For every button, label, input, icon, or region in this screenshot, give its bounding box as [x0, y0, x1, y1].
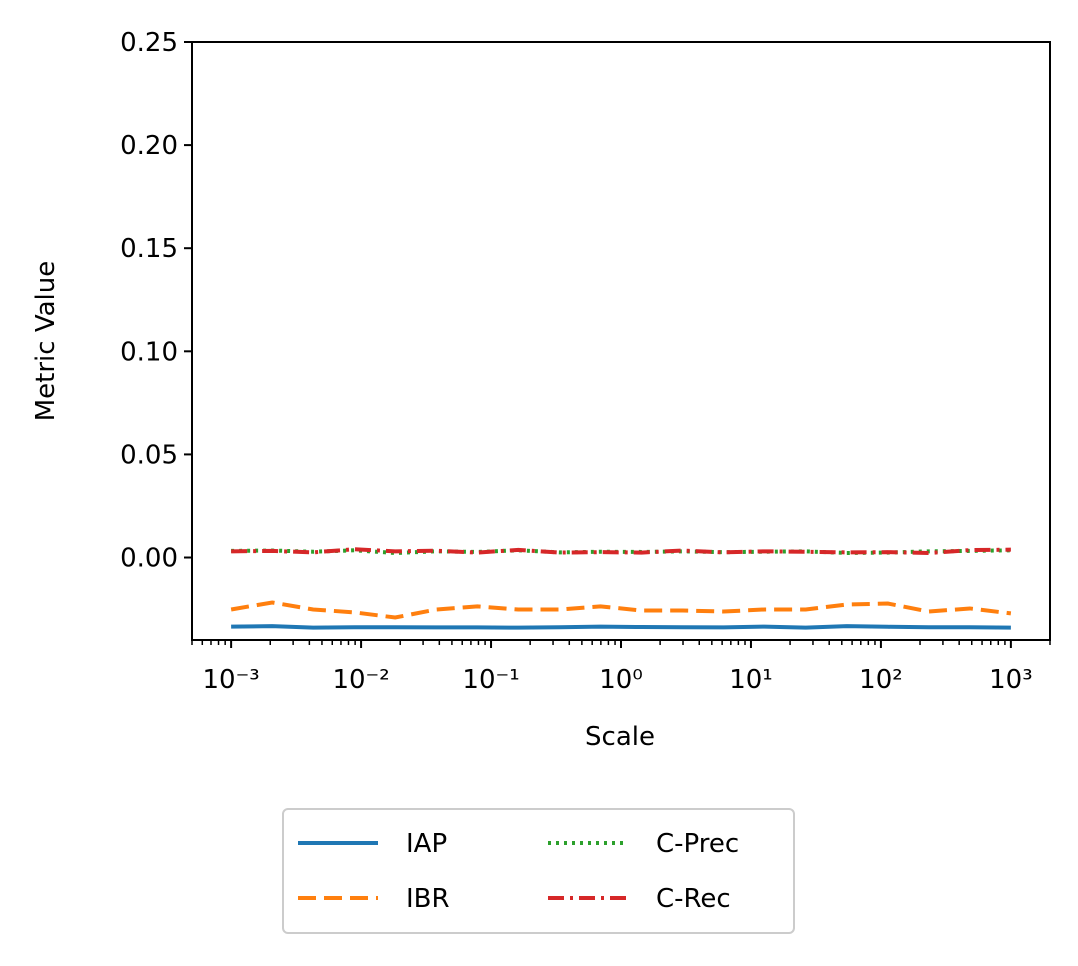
plot-frame: [191, 41, 1051, 641]
series-line: [231, 624, 1011, 630]
y-tick-label: 0.05: [120, 440, 178, 470]
y-tick-label: 0.00: [120, 544, 178, 574]
legend-label: C-Rec: [656, 884, 731, 914]
y-tick-label: 0.20: [120, 131, 178, 161]
x-axis-label: Scale: [585, 722, 655, 752]
x-tick-label: 10⁻²: [332, 665, 389, 695]
x-tick-label: 10⁰: [599, 665, 643, 695]
x-tick-label: 10³: [989, 665, 1033, 695]
legend-label: IBR: [406, 884, 450, 914]
x-tick-label: 10⁻³: [203, 665, 260, 695]
y-tick-label: 0.10: [120, 337, 178, 367]
series-line: [230, 600, 1012, 620]
series-line: [231, 547, 1011, 555]
y-axis-label: Metric Value: [31, 261, 61, 422]
y-tick-label: 0.25: [120, 28, 178, 58]
legend-label: C-Prec: [656, 829, 739, 859]
y-tick-label: 0.15: [120, 234, 178, 264]
x-tick-label: 10¹: [729, 665, 773, 695]
legend-label: IAP: [406, 829, 447, 859]
x-tick-label: 10⁻¹: [462, 665, 519, 695]
legend-box: [282, 808, 795, 934]
x-tick-label: 10²: [859, 665, 903, 695]
